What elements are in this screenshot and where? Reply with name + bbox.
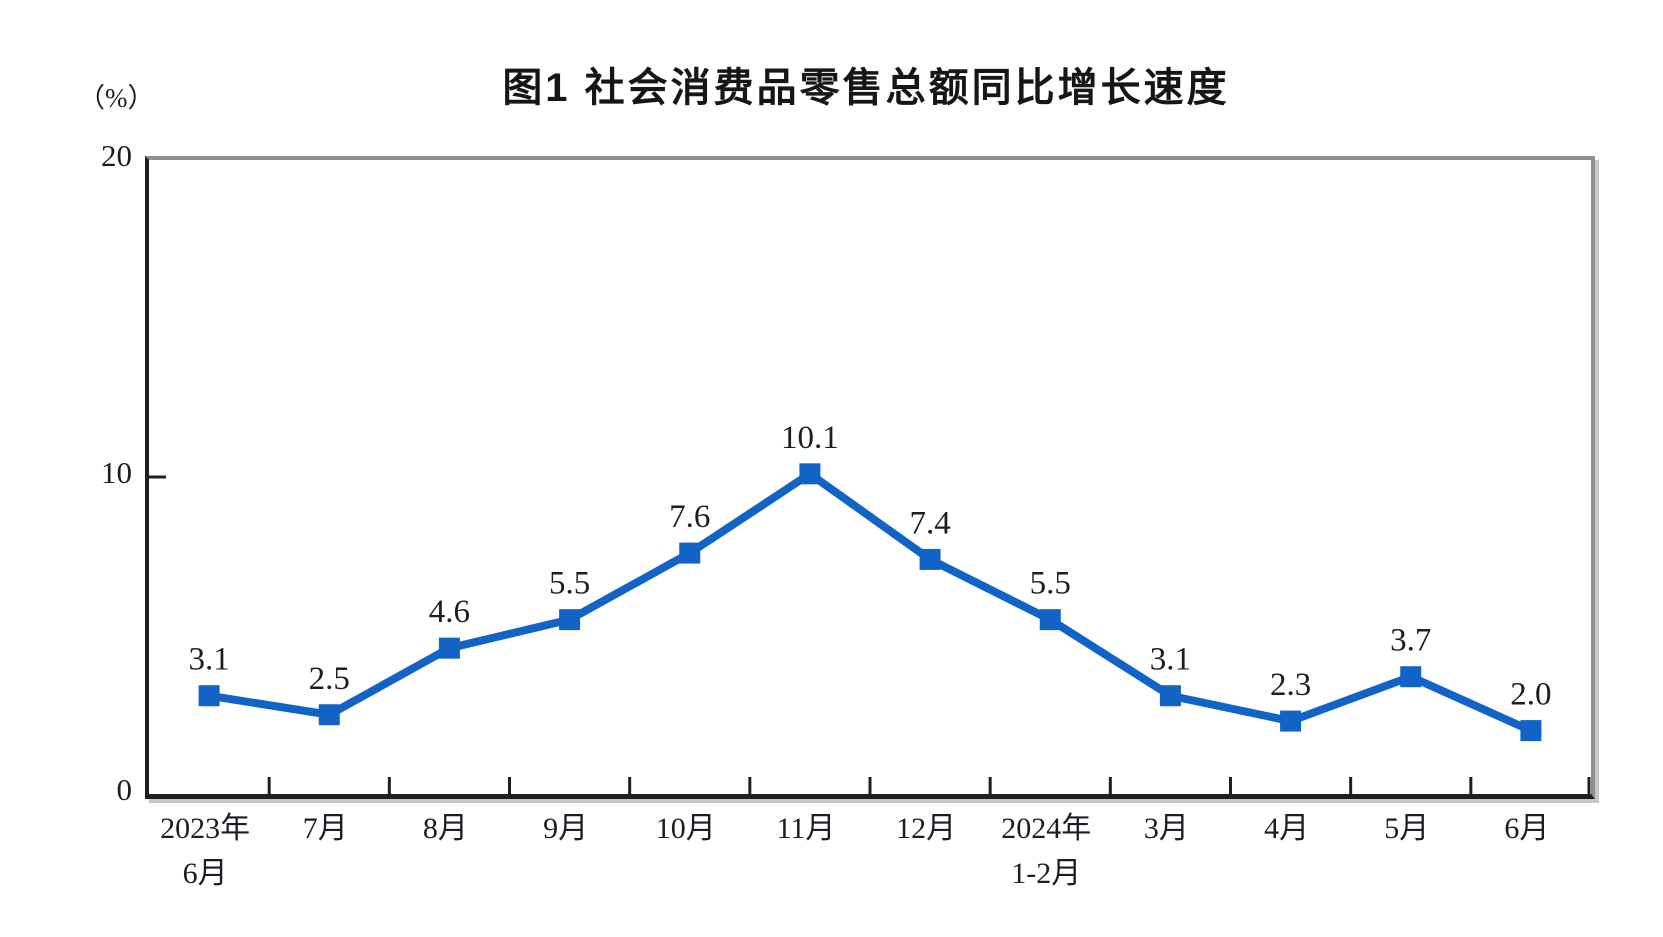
- data-point-marker: [1280, 710, 1302, 732]
- x-tick-label: 6月: [1442, 806, 1612, 851]
- y-tick-label: 0: [116, 772, 133, 807]
- data-label: 10.1: [781, 420, 839, 456]
- x-tick-label: 10月: [601, 806, 771, 851]
- y-tick-label: 10: [101, 455, 132, 490]
- data-label: 2.3: [1270, 667, 1311, 703]
- data-point-marker: [438, 637, 460, 659]
- x-tick-label: 2023年 6月: [120, 806, 290, 896]
- x-tick-label: 12月: [841, 806, 1011, 851]
- data-label: 7.4: [909, 505, 950, 541]
- series-line: [208, 468, 1533, 735]
- x-tick-label: 4月: [1202, 806, 1372, 851]
- x-tick-label-line: 10月: [655, 812, 716, 845]
- data-label: 2.5: [309, 661, 350, 697]
- data-point-marker: [799, 463, 821, 485]
- data-label: 3.1: [1150, 642, 1191, 678]
- data-label: 5.5: [1030, 566, 1071, 602]
- x-tick-label: 9月: [481, 806, 651, 851]
- x-tick-label-line: 3月: [1143, 812, 1189, 845]
- data-point-marker: [198, 685, 220, 707]
- x-tick-label: 11月: [721, 806, 891, 851]
- x-tick-label-line: 1-2月: [1011, 857, 1082, 890]
- x-tick-label-line: 7月: [302, 812, 348, 845]
- data-label: 3.7: [1390, 623, 1431, 659]
- x-tick-label: 5月: [1322, 806, 1492, 851]
- x-tick-label-line: 4月: [1264, 812, 1310, 845]
- plot-area: 3.1 2.5 4.6 5.5 7.6 10.1 7.4 5.5 3.1 2.3 3.7 2.0: [145, 156, 1595, 799]
- y-axis-unit-label: （%）: [78, 83, 155, 113]
- x-tick-label-line: 12月: [896, 812, 957, 845]
- line-chart-canvas: 3.1 2.5 4.6 5.5 7.6 10.1 7.4 5.5 3.1 2.3 3.7 2.0: [149, 420, 1591, 794]
- data-point-marker: [1520, 720, 1542, 742]
- chart-title: 图1 社会消费品零售总额同比增长速度: [502, 66, 1230, 110]
- data-point-marker: [1400, 666, 1422, 688]
- x-tick-label-line: 5月: [1384, 812, 1430, 845]
- data-point-marker: [1039, 609, 1061, 631]
- y-tick-label: 20: [101, 138, 132, 173]
- data-label: 7.6: [669, 499, 710, 535]
- x-tick-label-line: 2024年: [1001, 812, 1092, 845]
- data-label: 2.0: [1510, 677, 1551, 713]
- x-tick-label-line: 2023年: [160, 812, 251, 845]
- data-point-marker: [919, 548, 941, 570]
- data-point-marker: [1159, 685, 1181, 707]
- data-point-marker: [679, 542, 701, 564]
- x-tick-label: 8月: [360, 806, 530, 851]
- x-tick-label: 3月: [1081, 806, 1251, 851]
- x-tick-label-line: 6月: [1504, 812, 1550, 845]
- data-label: 5.5: [549, 566, 590, 602]
- data-point-marker: [559, 609, 581, 631]
- data-label: 3.1: [188, 642, 229, 678]
- x-tick-label: 7月: [240, 806, 410, 851]
- x-tick-label-line: 11月: [776, 812, 836, 845]
- x-tick-label-line: 9月: [543, 812, 589, 845]
- x-tick-label-line: 8月: [422, 812, 468, 845]
- data-label: 4.6: [429, 594, 470, 630]
- data-point-marker: [318, 704, 340, 726]
- x-tick-label: 2024年 1-2月: [961, 806, 1131, 896]
- x-tick-label-line: 6月: [182, 857, 228, 890]
